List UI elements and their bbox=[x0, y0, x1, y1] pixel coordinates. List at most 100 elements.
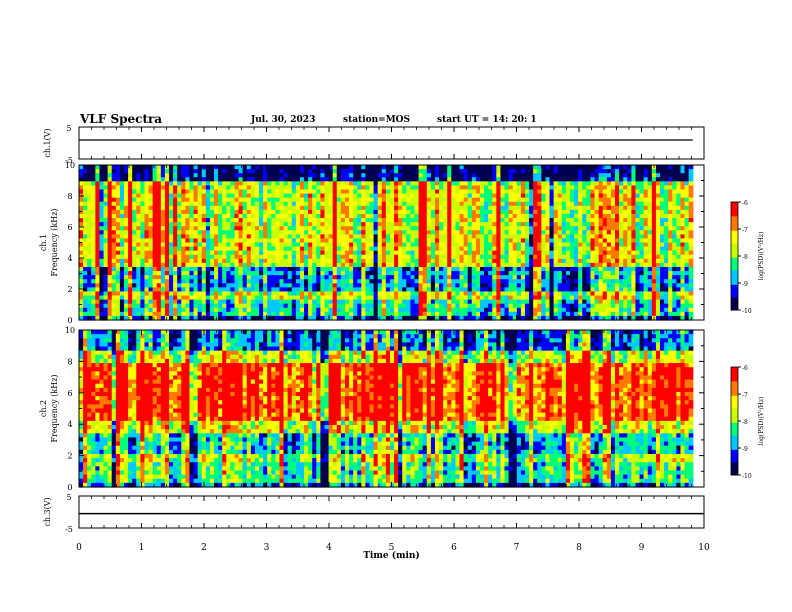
spectrogram-cell bbox=[463, 222, 469, 227]
spectrogram-cell bbox=[451, 279, 457, 284]
spectrogram-cell bbox=[553, 242, 559, 248]
spectrogram-cell bbox=[83, 311, 88, 317]
spectrogram-cell bbox=[369, 173, 375, 178]
spectrogram-cell bbox=[389, 205, 395, 211]
spectrogram-cell bbox=[504, 177, 510, 182]
spectrogram-cell bbox=[402, 193, 407, 199]
spectrogram-cell bbox=[263, 230, 268, 235]
spectrogram-cell bbox=[479, 299, 485, 305]
spectrogram-cell bbox=[512, 254, 518, 260]
spectrogram-cell bbox=[291, 213, 297, 219]
spectrogram-cell bbox=[271, 279, 276, 284]
spectrogram-cell bbox=[103, 222, 109, 227]
spectrogram-cell bbox=[283, 315, 289, 321]
spectrogram-cell bbox=[516, 307, 522, 313]
spectrogram-cell bbox=[173, 254, 178, 260]
spectrogram-cell bbox=[140, 246, 146, 252]
spectrogram-cell bbox=[173, 169, 178, 174]
spectrogram-cell bbox=[263, 246, 268, 252]
spectrogram-cell bbox=[545, 315, 551, 321]
spectrogram-cell bbox=[193, 307, 199, 313]
spectrogram-cell bbox=[177, 201, 182, 207]
spectrogram-cell bbox=[406, 173, 412, 178]
spectrogram-cell bbox=[394, 275, 399, 280]
spectrogram-cell bbox=[87, 242, 92, 248]
spectrogram-cell bbox=[169, 315, 174, 321]
spectrogram-cell bbox=[304, 185, 309, 191]
spectrogram-cell bbox=[529, 165, 534, 170]
spectrogram-cell bbox=[246, 234, 252, 240]
spectrogram-cell bbox=[324, 238, 330, 244]
spectrogram-cell bbox=[287, 173, 293, 178]
spectrogram-cell bbox=[173, 279, 178, 284]
spectrogram-cell bbox=[169, 258, 174, 264]
spectrogram-cell bbox=[549, 242, 555, 248]
spectrogram-cell bbox=[349, 189, 354, 195]
spectrogram-cell bbox=[443, 266, 448, 272]
spectrogram-cell bbox=[475, 189, 481, 195]
spectrogram-cell bbox=[410, 295, 416, 301]
spectrogram-cell bbox=[193, 165, 199, 170]
spectrogram-cell bbox=[185, 205, 191, 211]
spectrogram-cell bbox=[357, 311, 362, 317]
spectrogram-cell bbox=[279, 185, 285, 191]
spectrogram-cell bbox=[529, 250, 534, 256]
spectrogram-cell bbox=[312, 213, 317, 219]
spectrogram-cell bbox=[136, 201, 141, 207]
spectrogram-cell bbox=[222, 181, 227, 186]
spectrogram-cell bbox=[385, 230, 391, 235]
spectrogram-cell bbox=[369, 238, 375, 244]
spectrogram-cell bbox=[357, 230, 362, 235]
spectrogram-cell bbox=[492, 193, 497, 199]
spectrogram-cell bbox=[369, 193, 375, 199]
spectrogram-cell bbox=[263, 177, 268, 182]
spectrogram-cell bbox=[570, 226, 575, 231]
spectrogram-cell bbox=[488, 226, 493, 231]
spectrogram-cell bbox=[361, 291, 367, 297]
spectrogram-cell bbox=[140, 307, 146, 313]
spectrogram-cell bbox=[410, 254, 416, 260]
spectrogram-cell bbox=[447, 238, 452, 244]
spectrogram-cell bbox=[79, 185, 84, 191]
spectrogram-cell bbox=[373, 177, 379, 182]
spectrogram-cell bbox=[488, 205, 493, 211]
spectrogram-cell bbox=[389, 262, 395, 268]
spectrogram-cell bbox=[185, 315, 191, 321]
spectrogram-cell bbox=[226, 250, 231, 256]
spectrogram-cell bbox=[463, 205, 469, 211]
spectrogram-cell bbox=[545, 295, 551, 301]
spectrogram-cell bbox=[398, 295, 403, 301]
spectrogram-cell bbox=[381, 295, 387, 301]
spectrogram-cell bbox=[193, 205, 199, 211]
spectrogram-cell bbox=[578, 303, 583, 309]
spectrogram-cell bbox=[79, 242, 84, 248]
spectrogram-cell bbox=[152, 173, 158, 178]
spectrogram-cell bbox=[246, 238, 252, 244]
spectrogram-cell bbox=[516, 213, 522, 219]
spectrogram-cell bbox=[254, 189, 260, 195]
spectrogram-cell bbox=[443, 262, 448, 268]
spectrogram-cell bbox=[541, 213, 547, 219]
spectrogram-cell bbox=[230, 226, 236, 231]
spectrogram-cell bbox=[565, 230, 571, 235]
spectrogram-cell bbox=[254, 169, 260, 174]
spectrogram-cell bbox=[533, 209, 538, 215]
spectrogram-cell bbox=[537, 181, 542, 186]
spectrogram-cell bbox=[549, 238, 555, 244]
spectrogram-cell bbox=[574, 275, 579, 280]
spectrogram-cell bbox=[263, 193, 268, 199]
spectrogram-cell bbox=[590, 213, 596, 219]
spectrogram-cell bbox=[140, 266, 146, 272]
spectrogram-cell bbox=[484, 169, 489, 174]
spectrogram-cell bbox=[340, 271, 346, 276]
spectrogram-cell bbox=[107, 295, 113, 301]
spectrogram-cell bbox=[177, 291, 182, 297]
spectrogram-cell bbox=[238, 173, 244, 178]
spectrogram-cell bbox=[189, 254, 195, 260]
spectrogram-cell bbox=[516, 193, 522, 199]
spectrogram-cell bbox=[156, 226, 162, 231]
spectrogram-cell bbox=[218, 295, 223, 301]
spectrogram-cell bbox=[414, 189, 420, 195]
spectrogram-cell bbox=[332, 315, 338, 321]
spectrogram-cell bbox=[328, 165, 334, 170]
